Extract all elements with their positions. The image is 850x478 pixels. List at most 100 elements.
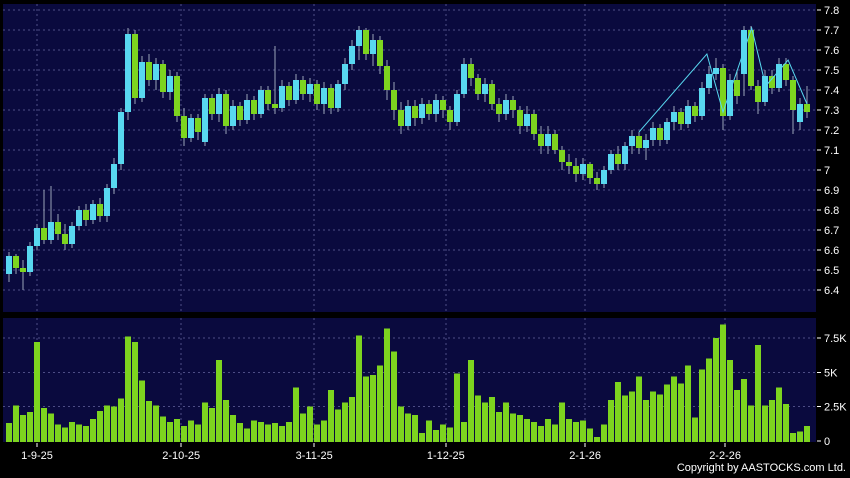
volume-bar (146, 401, 152, 442)
volume-bar (237, 423, 243, 442)
candle-body (41, 228, 47, 240)
volume-bar (587, 428, 593, 442)
candle-body (174, 76, 180, 116)
volume-bar (76, 424, 82, 442)
volume-bar (356, 335, 362, 442)
volume-bar (111, 406, 117, 442)
candle-body (83, 210, 89, 220)
volume-bar (265, 424, 271, 442)
candle-body (69, 226, 75, 244)
volume-bar (20, 414, 26, 442)
volume-bar (615, 381, 621, 442)
candle-body (279, 86, 285, 108)
volume-bar (594, 436, 600, 442)
candle-body (62, 234, 68, 244)
volume-bar (622, 395, 628, 442)
volume-bar (734, 390, 740, 442)
date-axis-label: 1-9-25 (21, 450, 53, 462)
volume-axis-label: 0 (824, 436, 830, 448)
candle-body (132, 34, 138, 98)
candle-body (545, 134, 551, 146)
volume-bar (727, 359, 733, 442)
candle-body (307, 84, 313, 94)
date-axis-label: 2-2-26 (709, 450, 741, 462)
candle-body (230, 106, 236, 126)
date-axis-label: 2-10-25 (162, 450, 200, 462)
volume-bar (580, 420, 586, 442)
candle-body (202, 98, 208, 142)
volume-bar (426, 420, 432, 442)
candle-body (671, 112, 677, 122)
candle-body (188, 118, 194, 138)
candle-body (272, 104, 278, 108)
candle-body (643, 140, 649, 148)
candle-body (580, 164, 586, 174)
volume-bar (55, 424, 61, 442)
candle-body (461, 64, 467, 94)
volume-bar (531, 421, 537, 442)
candle-body (111, 164, 117, 188)
price-panel[interactable] (3, 4, 816, 312)
price-axis-label: 7.4 (824, 85, 839, 97)
candle-body (454, 94, 460, 122)
candle-body (433, 100, 439, 114)
volume-bar (685, 365, 691, 442)
volume-bar (678, 383, 684, 442)
volume-bar (13, 405, 19, 442)
candle-body (720, 68, 726, 116)
volume-bar (27, 412, 33, 442)
volume-bar (608, 399, 614, 442)
volume-bar (258, 421, 264, 442)
volume-bar (503, 402, 509, 442)
volume-bar (706, 358, 712, 442)
volume-bar (195, 424, 201, 442)
candle-body (104, 188, 110, 216)
price-axis-label: 7.1 (824, 145, 839, 157)
volume-bar (475, 395, 481, 442)
volume-bar (720, 324, 726, 442)
price-axis-label: 6.4 (824, 285, 839, 297)
candle-body (755, 86, 761, 102)
volume-bar (447, 427, 453, 442)
volume-axis-label: 2.5K (824, 402, 847, 414)
candle-body (139, 62, 145, 98)
volume-bar (69, 421, 75, 442)
volume-bar (160, 416, 166, 442)
volume-bar (713, 338, 719, 442)
candle-body (552, 134, 558, 150)
volume-bar (573, 421, 579, 442)
candle-body (468, 64, 474, 78)
candle-body (405, 106, 411, 126)
candle-body (573, 166, 579, 174)
volume-axis-label: 7.5K (824, 333, 847, 345)
candle-body (594, 178, 600, 184)
candle-body (692, 106, 698, 116)
volume-bar (244, 428, 250, 442)
candle-body (146, 62, 152, 80)
volume-bar (328, 390, 334, 442)
volume-bar (6, 423, 12, 442)
volume-bar (202, 402, 208, 442)
volume-bar (664, 384, 670, 442)
volume-bar (321, 420, 327, 442)
candle-body (286, 86, 292, 100)
volume-bar (41, 408, 47, 442)
volume-bar (440, 424, 446, 442)
candle-body (727, 80, 733, 116)
volume-bar (230, 414, 236, 442)
volume-bar (454, 373, 460, 442)
candle-body (636, 136, 642, 148)
candle-body (762, 76, 768, 102)
volume-bar (139, 380, 145, 442)
volume-bar (48, 413, 54, 442)
candle-body (34, 228, 40, 246)
candle-body (398, 110, 404, 126)
candle-body (321, 88, 327, 104)
volume-bar (762, 405, 768, 442)
volume-bar (314, 424, 320, 442)
candlestick-series (6, 26, 810, 290)
volume-bar (671, 376, 677, 442)
price-axis-label: 6.6 (824, 245, 839, 257)
